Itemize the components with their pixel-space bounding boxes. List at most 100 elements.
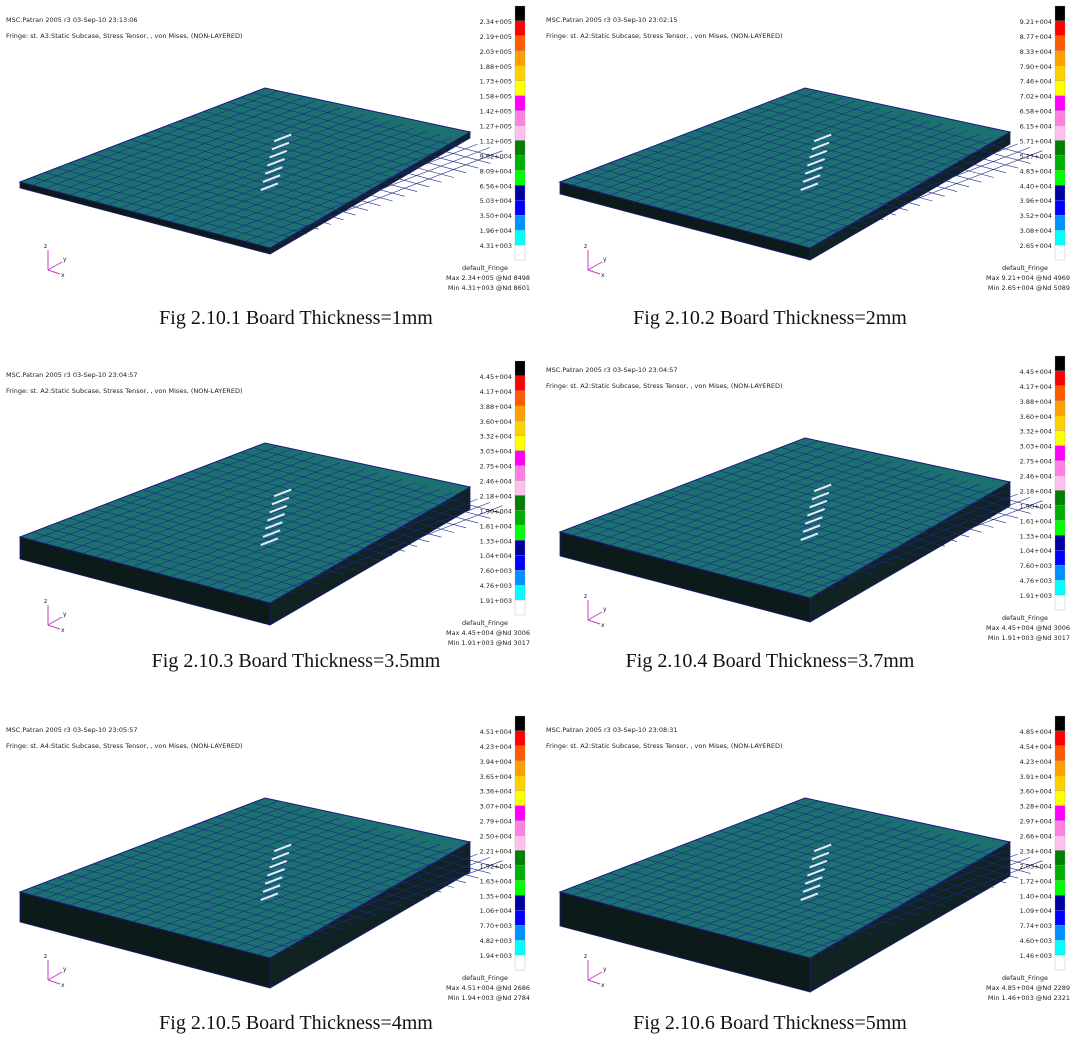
result-view: MSC.Patran 2005 r3 03-Sep-10 23:04:57Fri… xyxy=(0,355,540,655)
triad-label: y xyxy=(603,606,607,613)
legend-label: 1.04+004 xyxy=(480,552,512,560)
footer-min: Min 1.91+003 @Nd 3017 xyxy=(988,634,1070,642)
figure-caption: Fig 2.10.5 Board Thickness=4mm xyxy=(26,1012,566,1035)
legend-swatch xyxy=(515,940,525,955)
legend-swatch xyxy=(1055,96,1065,111)
legend-label: 3.88+004 xyxy=(1020,398,1052,406)
legend-label: 7.74+003 xyxy=(1020,922,1052,930)
legend-label: 2.18+004 xyxy=(480,492,512,500)
legend-label: 3.32+004 xyxy=(1020,428,1052,436)
legend-swatch xyxy=(515,81,525,96)
legend-swatch xyxy=(515,215,525,230)
legend-swatch xyxy=(1055,731,1065,746)
legend-label: 7.60+003 xyxy=(1020,562,1052,570)
legend-swatch xyxy=(515,111,525,126)
legend-label: 1.40+004 xyxy=(1020,892,1052,900)
legend-swatch xyxy=(515,495,525,510)
legend-swatch xyxy=(1055,821,1065,836)
header-title: MSC.Patran 2005 r3 03-Sep-10 23:08:31 xyxy=(546,726,678,734)
legend-swatch xyxy=(1055,230,1065,245)
legend-swatch xyxy=(515,570,525,585)
triad-axis xyxy=(48,262,62,270)
result-view: MSC.Patran 2005 r3 03-Sep-10 23:02:15Fri… xyxy=(540,0,1080,300)
figure-caption: Fig 2.10.2 Board Thickness=2mm xyxy=(500,307,1040,330)
legend-label: 3.52+004 xyxy=(1020,212,1052,220)
footer-name: default_Fringe xyxy=(1002,974,1048,982)
legend-swatch xyxy=(1055,356,1065,371)
legend-label: 3.36+004 xyxy=(480,788,512,796)
legend-label: 2.66+004 xyxy=(1020,833,1052,841)
footer-max: Max 4.45+004 @Nd 3006 xyxy=(446,629,530,637)
triad-axis xyxy=(588,270,600,274)
legend-label: 3.91+004 xyxy=(1020,773,1052,781)
legend-swatch xyxy=(515,436,525,451)
legend-swatch xyxy=(515,585,525,600)
legend-label: 2.34+004 xyxy=(1020,847,1052,855)
legend-swatch xyxy=(515,540,525,555)
header-title: MSC.Patran 2005 r3 03-Sep-10 23:13:06 xyxy=(6,16,138,24)
legend-swatch xyxy=(1055,200,1065,215)
legend-label: 6.56+004 xyxy=(480,182,512,190)
legend-label: 6.58+004 xyxy=(1020,108,1052,116)
legend-swatch xyxy=(1055,446,1065,461)
legend-label: 1.72+004 xyxy=(1020,877,1052,885)
legend-swatch xyxy=(1055,865,1065,880)
legend-label: 3.94+004 xyxy=(480,758,512,766)
legend-swatch xyxy=(1055,66,1065,81)
legend-swatch xyxy=(1055,716,1065,731)
legend-swatch xyxy=(515,155,525,170)
footer-min: Min 1.46+003 @Nd 2321 xyxy=(988,994,1070,1002)
legend-label: 1.33+004 xyxy=(1020,532,1052,540)
legend-label: 1.92+004 xyxy=(480,862,512,870)
legend-swatch xyxy=(1055,850,1065,865)
figure-caption: Fig 2.10.1 Board Thickness=1mm xyxy=(26,307,566,330)
legend-swatch xyxy=(515,391,525,406)
legend-swatch xyxy=(1055,806,1065,821)
legend-label: 3.08+004 xyxy=(1020,227,1052,235)
legend-swatch xyxy=(515,746,525,761)
legend-swatch xyxy=(1055,416,1065,431)
legend-label: 2.03+005 xyxy=(480,48,512,56)
legend-swatch xyxy=(515,895,525,910)
legend-label: 3.96+004 xyxy=(1020,197,1052,205)
legend-label: 2.18+004 xyxy=(1020,487,1052,495)
legend-label: 1.91+003 xyxy=(480,597,512,605)
legend-label: 1.12+005 xyxy=(480,137,512,145)
triad-axis xyxy=(48,972,62,980)
legend-label: 4.23+004 xyxy=(480,743,512,751)
legend-swatch xyxy=(515,126,525,141)
legend-label: 1.61+004 xyxy=(1020,517,1052,525)
legend-swatch xyxy=(515,376,525,391)
result-view: MSC.Patran 2005 r3 03-Sep-10 23:08:31 Fri… xyxy=(540,710,1080,1010)
legend-label: 2.46+004 xyxy=(480,478,512,486)
legend-label: 2.46+004 xyxy=(1020,473,1052,481)
legend-label: 2.34+005 xyxy=(480,18,512,26)
legend-label: 4.17+004 xyxy=(480,388,512,396)
legend-label: 4.83+004 xyxy=(1020,167,1052,175)
legend-swatch xyxy=(515,925,525,940)
legend-label: 8.77+004 xyxy=(1020,33,1052,41)
legend-label: 3.03+004 xyxy=(1020,443,1052,451)
header-fringe: Fringe: st. A3:Static Subcase, Stress Te… xyxy=(6,32,243,40)
triad-axis xyxy=(48,617,62,625)
legend-label: 3.65+004 xyxy=(480,773,512,781)
header-fringe: Fringe: st. A2:Static Subcase, Stress Te… xyxy=(6,387,243,395)
footer-max: Max 9.21+004 @Nd 4969 xyxy=(986,274,1070,282)
legend-label: 1.04+004 xyxy=(1020,547,1052,555)
legend-swatch xyxy=(1055,215,1065,230)
figure-caption: Fig 2.10.4 Board Thickness=3.7mm xyxy=(500,650,1040,673)
legend-label: 2.19+005 xyxy=(480,33,512,41)
legend-label: 1.63+004 xyxy=(480,877,512,885)
legend-label: 5.27+004 xyxy=(1020,152,1052,160)
triad-label: y xyxy=(63,611,67,618)
legend-label: 3.50+004 xyxy=(480,212,512,220)
legend-label: 4.17+004 xyxy=(1020,383,1052,391)
legend-swatch xyxy=(515,865,525,880)
legend-swatch xyxy=(515,21,525,36)
legend-swatch xyxy=(515,776,525,791)
legend-label: 3.60+004 xyxy=(1020,788,1052,796)
legend-label: 8.33+004 xyxy=(1020,48,1052,56)
figure-caption: Fig 2.10.3 Board Thickness=3.5mm xyxy=(26,650,566,673)
header-fringe: Fringe: st. A2:Static Subcase, Stress Te… xyxy=(546,742,783,750)
legend-swatch xyxy=(1055,550,1065,565)
